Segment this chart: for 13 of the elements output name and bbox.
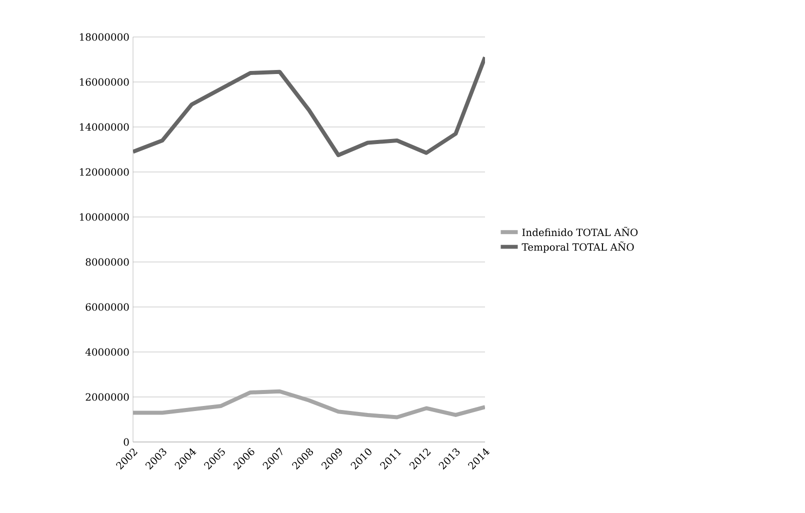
line-series <box>133 55 486 158</box>
y-tick-label: 0 <box>124 438 129 446</box>
y-tick-label: 14000000 <box>80 123 129 131</box>
y-tick-label: 12000000 <box>80 168 129 176</box>
y-tick-label: 8000000 <box>86 258 129 266</box>
y-tick-label: 18000000 <box>80 33 129 41</box>
y-tick-label: 4000000 <box>85 348 129 356</box>
y-tick-label: 6000000 <box>86 303 129 311</box>
y-tick-label: 10000000 <box>80 213 129 221</box>
legend-label: Indefinido TOTAL AÑO <box>522 226 638 236</box>
legend-label: Temporal TOTAL AÑO <box>522 241 634 253</box>
y-tick-label: 16000000 <box>80 78 129 86</box>
y-tick-label: 2000000 <box>86 393 129 401</box>
